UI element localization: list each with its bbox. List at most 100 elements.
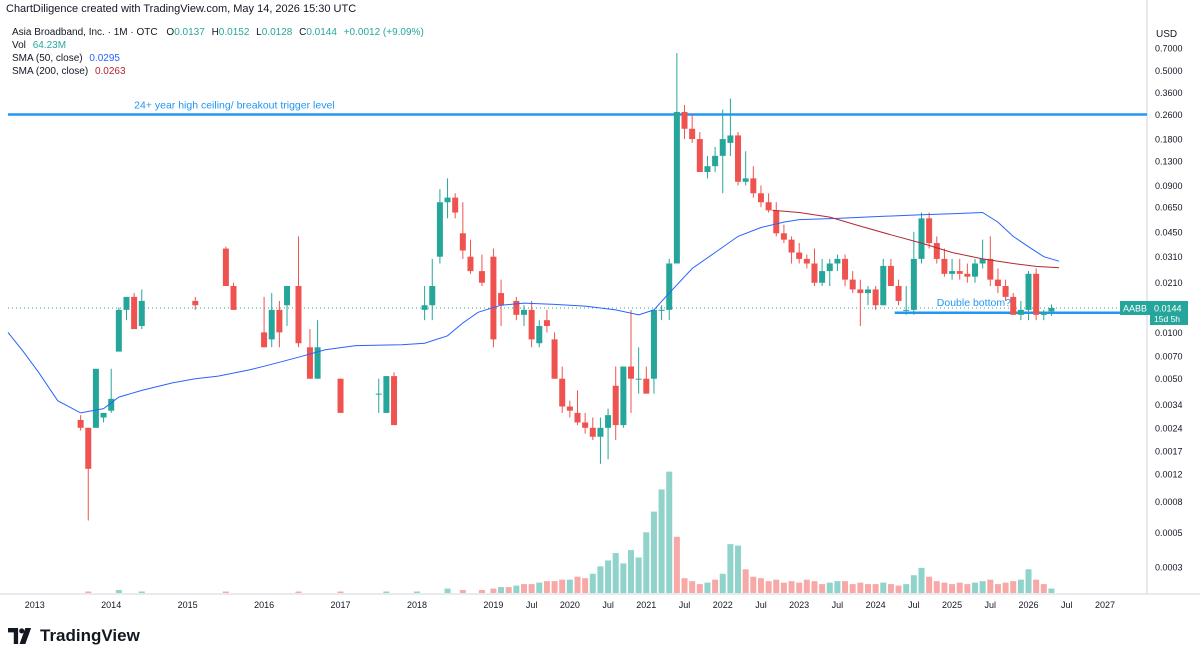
candle-body <box>811 263 818 283</box>
volume-bar <box>727 544 734 593</box>
candle <box>612 366 619 441</box>
candle-body <box>314 347 321 379</box>
legend-sma200-row[interactable]: SMA (200, close) 0.0263 <box>12 65 424 78</box>
candle <box>131 293 138 330</box>
candle <box>727 98 734 156</box>
volume-bar <box>612 553 619 593</box>
volume-bar <box>85 591 92 593</box>
candle <box>295 236 302 348</box>
volume-bar <box>589 573 596 593</box>
candle-body <box>192 300 199 306</box>
candle-body <box>933 243 940 259</box>
legend-symbol-row[interactable]: Asia Broadband, Inc. · 1M · OTC O0.0137 … <box>12 26 424 39</box>
candle-body <box>375 393 382 395</box>
legend-volume-row[interactable]: Vol 64.23M <box>12 39 424 52</box>
volume-bar <box>543 581 550 593</box>
candle-body <box>872 289 879 306</box>
x-tick-label: 2018 <box>407 600 427 610</box>
candle-body <box>956 271 963 274</box>
candle-body <box>543 320 550 326</box>
candle-body <box>1040 312 1047 315</box>
symbol-name[interactable]: Asia Broadband, Inc. · 1M · OTC <box>12 27 158 38</box>
tradingview-footer[interactable]: TradingView <box>8 626 140 646</box>
volume-bar <box>566 579 573 593</box>
price-chart[interactable]: USD 0.7000 0.5000 0.3600 0.2600 0.1800 0.1300 0… <box>0 0 1200 620</box>
volume-bar <box>528 584 535 593</box>
candle-body <box>650 309 657 379</box>
candle <box>735 132 742 186</box>
x-tick-label: 2026 <box>1018 600 1038 610</box>
candle <box>819 258 826 287</box>
x-tick-label: 2013 <box>25 600 45 610</box>
x-tick-label: 2024 <box>866 600 886 610</box>
candle <box>788 236 795 264</box>
candle-body <box>735 135 742 182</box>
x-tick-label: 2016 <box>254 600 274 610</box>
volume-bar <box>337 591 344 593</box>
candle <box>750 166 757 198</box>
volume-bar <box>773 579 780 593</box>
candle <box>857 279 864 326</box>
candle-body <box>895 286 902 301</box>
volume-bar <box>559 579 566 593</box>
candle-body <box>750 178 757 194</box>
candle-body <box>108 398 115 411</box>
candle-body <box>421 305 428 310</box>
candle-body <box>643 378 650 394</box>
volume-bar <box>910 575 917 593</box>
y-tick-label: 0.0210 <box>1155 278 1183 288</box>
x-tick-label: 2019 <box>483 600 503 610</box>
volume-bar <box>681 578 688 593</box>
candle-body <box>658 309 665 311</box>
candle-body <box>582 422 589 428</box>
y-tick-label: 0.1300 <box>1155 156 1183 166</box>
candle-body <box>295 286 302 344</box>
volume-bar <box>650 511 657 593</box>
sma50-label: SMA (50, close) <box>12 53 83 64</box>
volume-bar <box>849 584 856 593</box>
candle <box>444 178 451 219</box>
y-tick-label: 0.0310 <box>1155 252 1183 262</box>
volume-bar <box>742 569 749 593</box>
volume-bar <box>138 591 145 593</box>
volume-bar <box>735 545 742 593</box>
y-tick-label: 0.0070 <box>1155 352 1183 362</box>
legend-sma50-row[interactable]: SMA (50, close) 0.0295 <box>12 52 424 65</box>
candle-body <box>796 252 803 259</box>
y-tick-label: 0.0650 <box>1155 203 1183 213</box>
y-tick-label: 0.1800 <box>1155 135 1183 145</box>
volume-bar <box>895 585 902 593</box>
volume-bar <box>857 582 864 593</box>
candle-body <box>566 406 573 411</box>
candle-body <box>880 265 887 306</box>
candle <box>780 224 787 244</box>
volume-bar <box>811 581 818 593</box>
volume-bar <box>842 581 849 593</box>
candle-body <box>138 300 145 326</box>
y-tick-label: 0.0005 <box>1155 528 1183 538</box>
candle <box>887 258 894 287</box>
candle-body <box>559 378 566 407</box>
double-bottom-annotation: Double bottom? <box>937 297 1011 309</box>
volume-bar <box>505 587 512 593</box>
volume-bar <box>834 581 841 593</box>
candle <box>478 254 485 287</box>
volume-bar <box>658 489 665 593</box>
x-tick-label: 2021 <box>636 600 656 610</box>
candle <box>1002 279 1009 301</box>
candle <box>536 320 543 348</box>
candle-body <box>803 258 810 264</box>
candle <box>391 372 398 426</box>
candle <box>85 427 92 521</box>
candle <box>972 258 979 283</box>
candle <box>192 296 199 310</box>
candle-body <box>819 271 826 283</box>
volume-bar <box>536 582 543 593</box>
volume-bar <box>696 584 703 593</box>
volume-bar <box>635 557 642 593</box>
candle-body <box>123 296 130 310</box>
candle <box>605 408 612 460</box>
volume-bar <box>490 588 497 593</box>
volume-bar <box>887 584 894 593</box>
candle-body <box>704 166 711 172</box>
